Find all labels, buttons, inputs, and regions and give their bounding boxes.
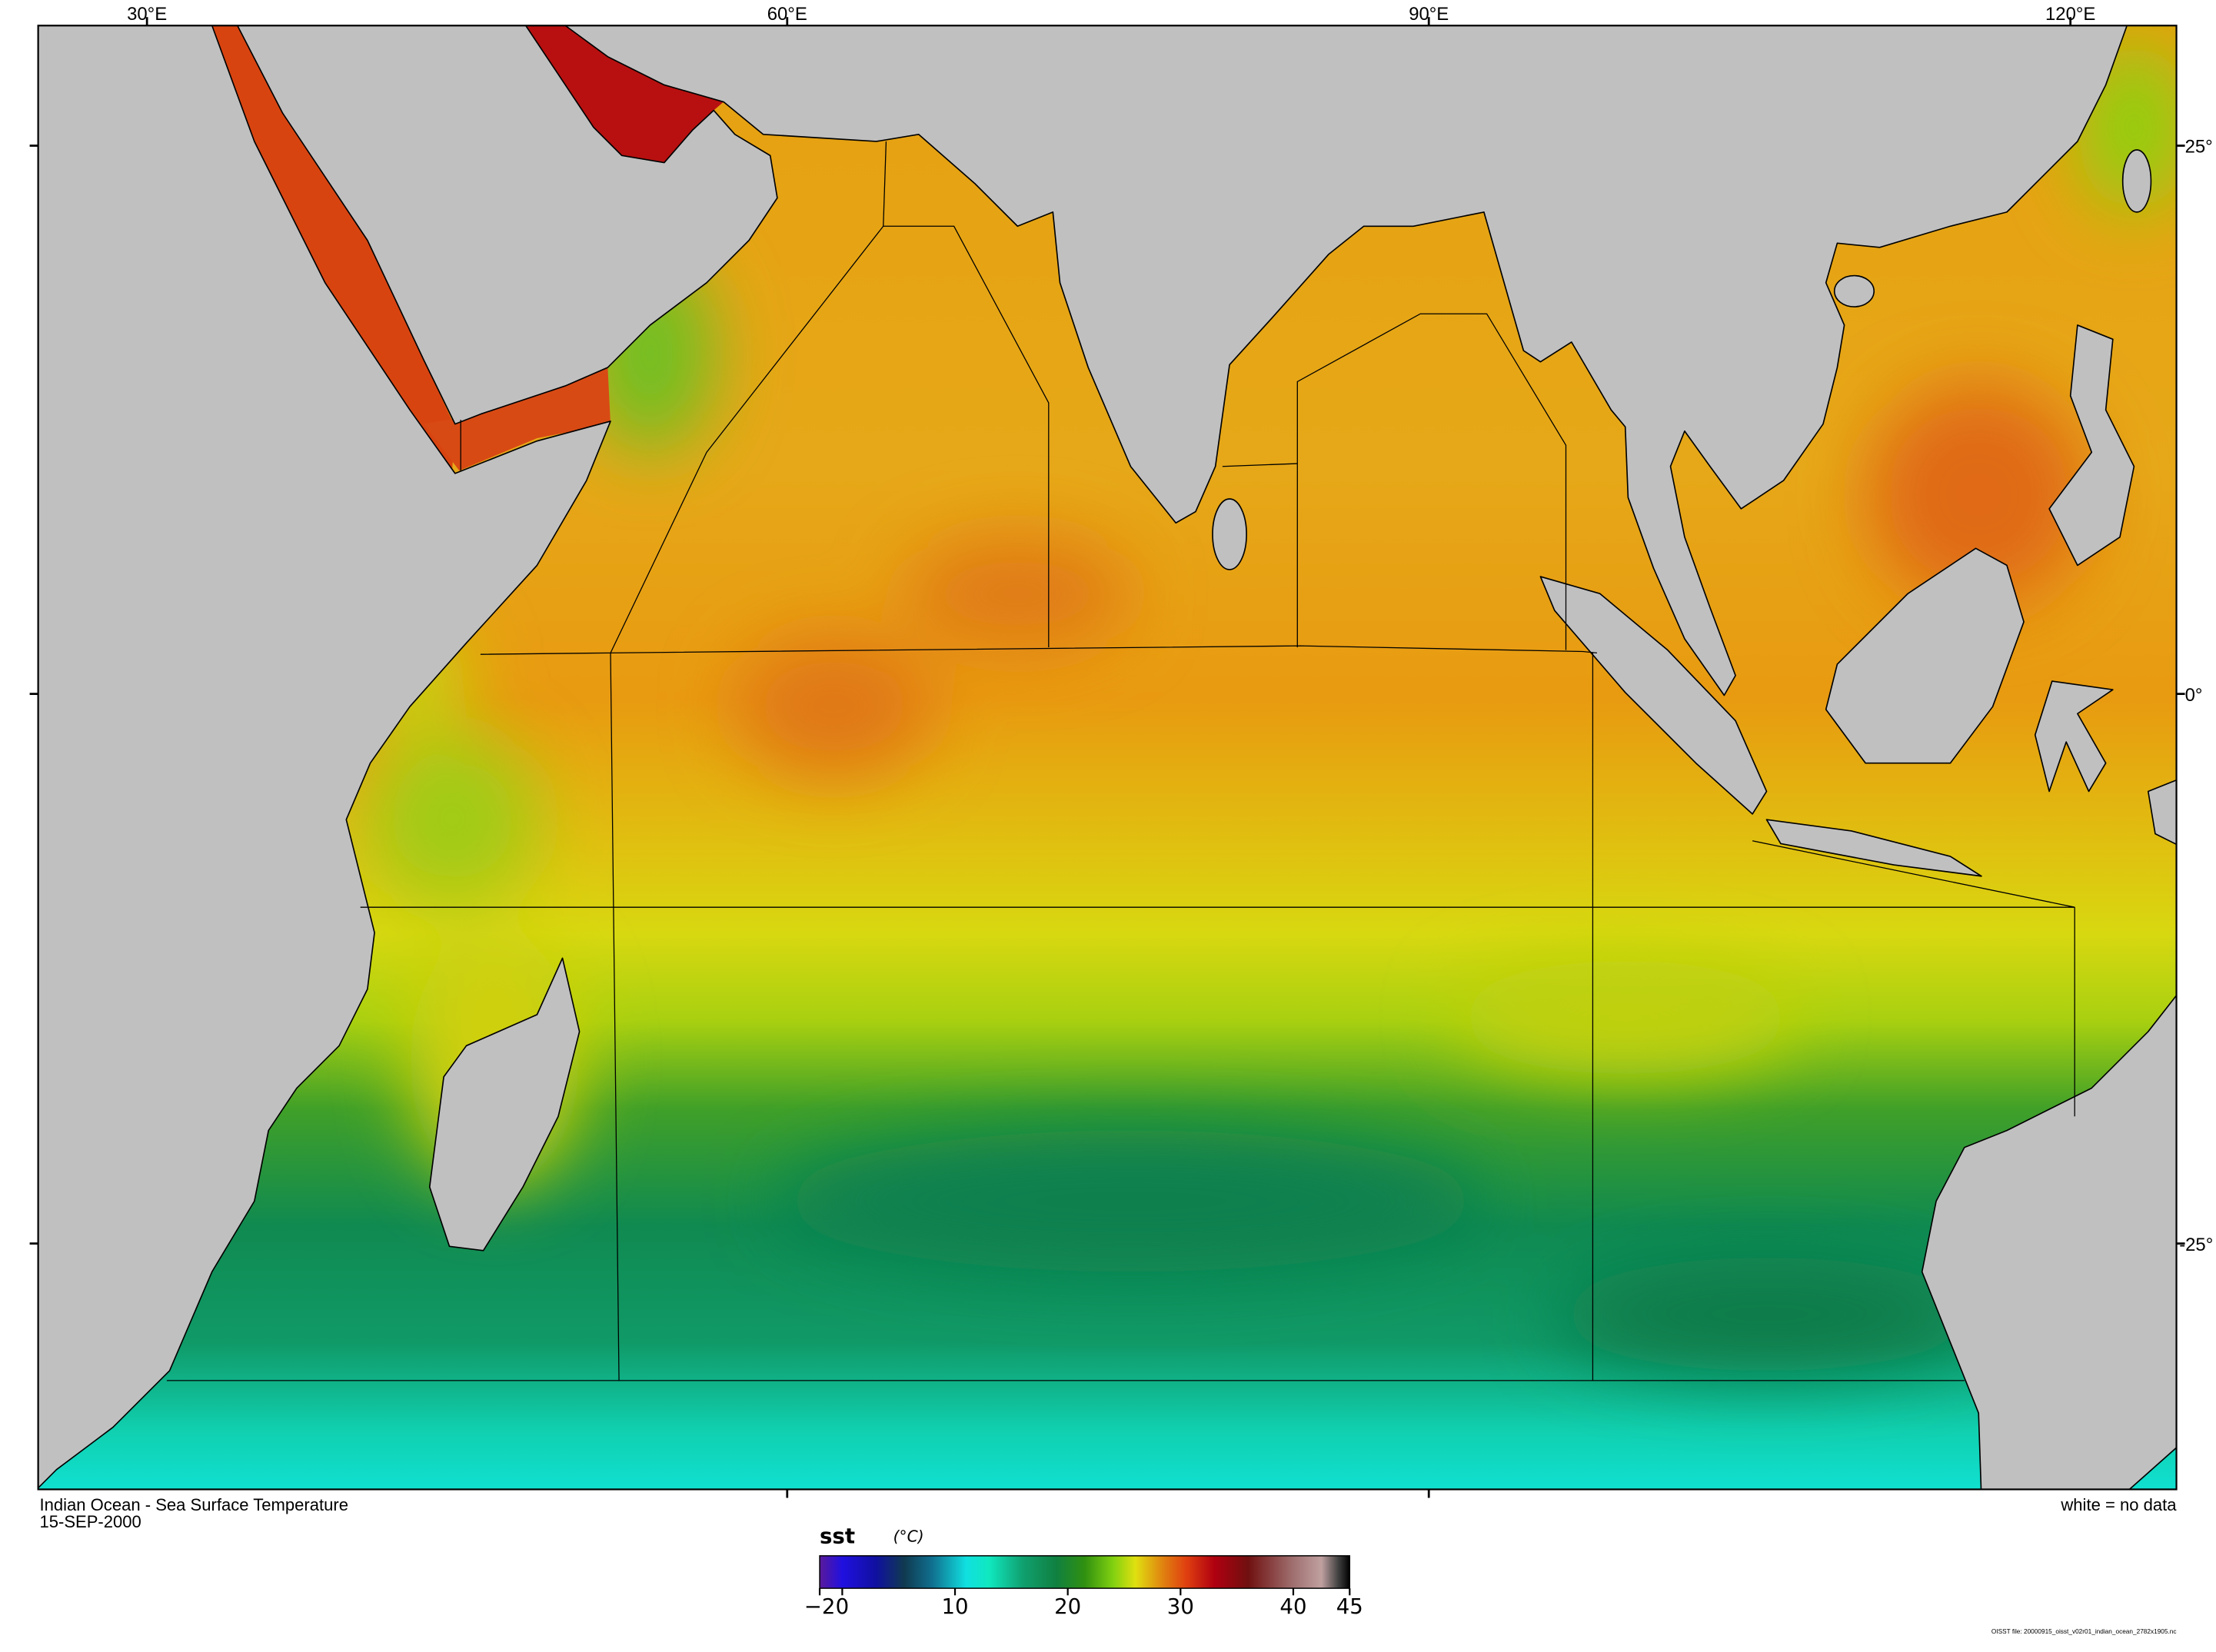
philippines	[2048, 324, 2135, 567]
taiwan	[2121, 149, 2152, 213]
map-area[interactable]	[28, 25, 2191, 1497]
colorbar: sst (°C) −2 0 10 20 30 40 45	[804, 1523, 1363, 1619]
axis-ticks	[29, 17, 2185, 1498]
sri-lanka	[1212, 498, 1247, 570]
lon-label-120e: 120°E	[2045, 4, 2095, 25]
colorbar-tick-label: −2	[804, 1594, 836, 1619]
lat-label-25s: -25°	[2179, 1235, 2213, 1255]
file-note: OISST file: 20000915_oisst_v02r01_indian…	[1991, 1628, 2177, 1635]
colorbar-tick-label: 10	[941, 1594, 968, 1619]
lon-label-30e: 30°E	[127, 4, 167, 25]
colorbar-tick-label: 40	[1279, 1594, 1306, 1619]
lat-label-0: 0°	[2185, 685, 2203, 706]
africa	[38, 25, 611, 1489]
lon-label-90e: 90°E	[1409, 4, 1449, 25]
persian-gulf-water	[525, 25, 724, 163]
lat-label-25n: 25°	[2185, 137, 2213, 158]
australia	[1921, 994, 2177, 1490]
asia-mainland	[564, 25, 2128, 696]
sulawesi	[2034, 680, 2114, 793]
map-date: 15-SEP-2000	[39, 1512, 141, 1531]
lon-label-60e: 60°E	[767, 4, 807, 25]
colorbar-tick-label: 45	[1336, 1594, 1363, 1619]
region-boundaries	[166, 141, 2075, 1381]
landmasses	[38, 25, 2177, 1490]
colorbar-tick-label: 0	[836, 1594, 850, 1619]
map-title: Indian Ocean - Sea Surface Temperature	[39, 1495, 348, 1514]
colorbar-tick-label: 30	[1167, 1594, 1194, 1619]
java	[1765, 819, 1982, 877]
colorbar-unit: (°C)	[893, 1527, 924, 1545]
madagascar	[428, 957, 581, 1251]
red-sea-water	[211, 25, 455, 470]
colorbar-variable: sst	[820, 1523, 855, 1548]
sumatra	[1539, 576, 1768, 815]
gulf-of-aden-water	[424, 367, 611, 471]
colorbar-ticks: −2 0 10 20 30 40 45	[804, 1588, 1363, 1619]
borneo	[1825, 547, 2025, 764]
arabia	[236, 25, 778, 425]
no-data-note: white = no data	[2060, 1495, 2177, 1514]
new-guinea	[2147, 779, 2177, 846]
hainan	[1833, 274, 1875, 307]
map-frame	[37, 25, 2178, 1491]
colorbar-gradient	[819, 1555, 1351, 1589]
colorbar-tick-label: 20	[1054, 1594, 1081, 1619]
